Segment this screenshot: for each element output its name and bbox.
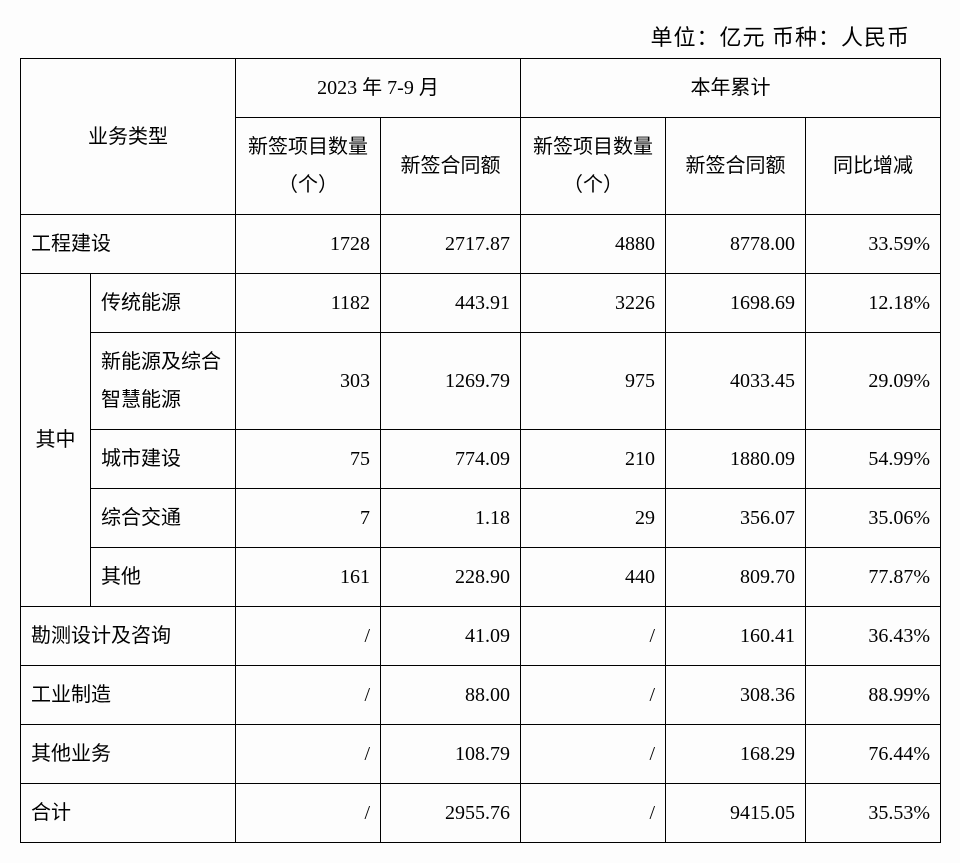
cell-y-amt: 8778.00 [666,215,806,274]
cell-label: 工业制造 [21,666,236,725]
business-summary-table: 业务类型 2023 年 7-9 月 本年累计 新签项目数量（个） 新签合同额 新… [20,58,941,843]
cell-y-cnt: 440 [521,548,666,607]
cell-y-cnt: / [521,666,666,725]
cell-q-cnt: / [236,607,381,666]
row-survey-design: 勘测设计及咨询 / 41.09 / 160.41 36.43% [21,607,941,666]
cell-y-amt: 308.36 [666,666,806,725]
col-q-contract-amt: 新签合同额 [381,118,521,215]
cell-q-cnt: 1728 [236,215,381,274]
cell-y-amt: 1880.09 [666,430,806,489]
row-manufacturing: 工业制造 / 88.00 / 308.36 88.99% [21,666,941,725]
row-transport: 综合交通 7 1.18 29 356.07 35.06% [21,489,941,548]
cell-y-cnt: 4880 [521,215,666,274]
cell-q-amt: 2717.87 [381,215,521,274]
cell-y-amt: 160.41 [666,607,806,666]
cell-y-cnt: / [521,725,666,784]
row-other-sub: 其他 161 228.90 440 809.70 77.87% [21,548,941,607]
cell-yoy: 54.99% [806,430,941,489]
cell-label: 传统能源 [91,274,236,333]
row-other-business: 其他业务 / 108.79 / 168.29 76.44% [21,725,941,784]
cell-y-cnt: 29 [521,489,666,548]
cell-q-amt: 88.00 [381,666,521,725]
cell-q-amt: 1.18 [381,489,521,548]
col-period-q: 2023 年 7-9 月 [236,59,521,118]
cell-q-cnt: / [236,784,381,843]
cell-q-cnt: / [236,725,381,784]
cell-y-cnt: 975 [521,333,666,430]
unit-currency-line: 单位：亿元 币种：人民币 [20,20,940,52]
cell-y-amt: 809.70 [666,548,806,607]
cell-q-amt: 108.79 [381,725,521,784]
cell-yoy: 36.43% [806,607,941,666]
cell-q-cnt: 75 [236,430,381,489]
cell-label: 勘测设计及咨询 [21,607,236,666]
col-period-y: 本年累计 [521,59,941,118]
cell-yoy: 88.99% [806,666,941,725]
cell-q-cnt: 303 [236,333,381,430]
cell-label: 合计 [21,784,236,843]
row-new-energy: 新能源及综合智慧能源 303 1269.79 975 4033.45 29.09… [21,333,941,430]
row-total: 合计 / 2955.76 / 9415.05 35.53% [21,784,941,843]
cell-y-cnt: / [521,784,666,843]
cell-q-amt: 774.09 [381,430,521,489]
cell-label: 综合交通 [91,489,236,548]
col-y-proj-cnt: 新签项目数量（个） [521,118,666,215]
cell-yoy: 77.87% [806,548,941,607]
cell-q-cnt: 161 [236,548,381,607]
cell-q-amt: 41.09 [381,607,521,666]
cell-label: 新能源及综合智慧能源 [91,333,236,430]
cell-q-amt: 1269.79 [381,333,521,430]
cell-yoy: 76.44% [806,725,941,784]
cell-y-cnt: 3226 [521,274,666,333]
cell-label: 城市建设 [91,430,236,489]
col-y-contract-amt: 新签合同额 [666,118,806,215]
cell-yoy: 12.18% [806,274,941,333]
row-city-construction: 城市建设 75 774.09 210 1880.09 54.99% [21,430,941,489]
subhead-of-which: 其中 [21,274,91,607]
cell-y-amt: 4033.45 [666,333,806,430]
cell-y-amt: 356.07 [666,489,806,548]
row-engineering: 工程建设 1728 2717.87 4880 8778.00 33.59% [21,215,941,274]
cell-q-amt: 228.90 [381,548,521,607]
cell-label: 其他 [91,548,236,607]
row-traditional-energy: 其中 传统能源 1182 443.91 3226 1698.69 12.18% [21,274,941,333]
cell-y-amt: 9415.05 [666,784,806,843]
cell-q-amt: 443.91 [381,274,521,333]
cell-y-amt: 1698.69 [666,274,806,333]
cell-q-cnt: / [236,666,381,725]
cell-label: 其他业务 [21,725,236,784]
cell-yoy: 29.09% [806,333,941,430]
cell-y-amt: 168.29 [666,725,806,784]
cell-q-amt: 2955.76 [381,784,521,843]
cell-q-cnt: 1182 [236,274,381,333]
cell-y-cnt: 210 [521,430,666,489]
cell-label: 工程建设 [21,215,236,274]
col-q-proj-cnt: 新签项目数量（个） [236,118,381,215]
cell-yoy: 35.53% [806,784,941,843]
header-row-1: 业务类型 2023 年 7-9 月 本年累计 [21,59,941,118]
col-yoy: 同比增减 [806,118,941,215]
cell-yoy: 33.59% [806,215,941,274]
cell-yoy: 35.06% [806,489,941,548]
cell-q-cnt: 7 [236,489,381,548]
col-biz-type: 业务类型 [21,59,236,215]
cell-y-cnt: / [521,607,666,666]
